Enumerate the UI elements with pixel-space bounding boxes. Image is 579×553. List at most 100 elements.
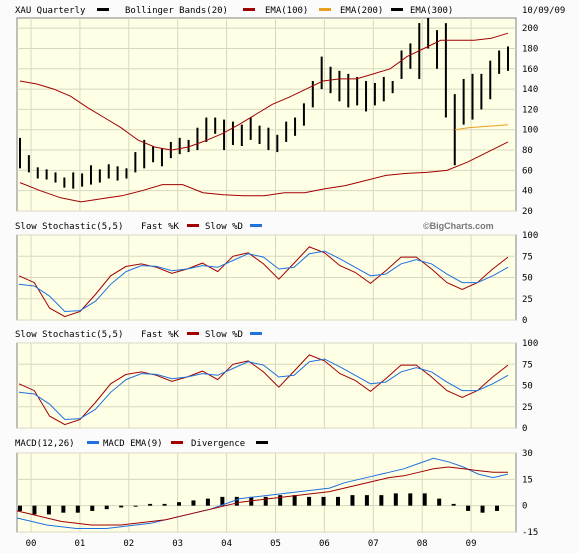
macd-y-tick-label: 15 (522, 475, 533, 485)
divergence-swatch (256, 441, 268, 444)
divergence-bar (451, 503, 456, 506)
bollinger-legend-swatch (243, 8, 255, 11)
x-tick-label: 08 (417, 539, 428, 549)
divergence-bar (350, 495, 355, 506)
x-tick-label: 00 (26, 539, 37, 549)
divergence-bar (234, 496, 239, 506)
macd-plot-area (16, 452, 517, 533)
divergence-bar (18, 505, 22, 511)
macd-swatch (87, 441, 99, 444)
price-y-tick-label: 140 (522, 85, 538, 95)
divergence-label: Divergence (191, 439, 245, 449)
stoch2-fast-label: Fast %K (141, 330, 180, 340)
stoch1-fast-swatch (187, 224, 199, 227)
divergence-bar (422, 493, 427, 506)
price-y-tick-label: 180 (522, 44, 538, 54)
price-y-tick-label: 200 (522, 24, 538, 34)
divergence-bar (292, 495, 297, 506)
divergence-bar (220, 496, 225, 506)
bollinger-upper-line (19, 32, 509, 151)
divergence-bar (148, 503, 153, 506)
ema100-legend-swatch (319, 8, 331, 11)
divergence-bar (480, 505, 485, 513)
divergence-bar (162, 503, 167, 506)
x-tick-label: 03 (172, 539, 183, 549)
divergence-bar (263, 496, 268, 506)
price-y-tick-label: 20 (522, 207, 533, 217)
price-panel: 20 40 60 80 100 120 140 160 180 200 (16, 17, 538, 217)
bollinger-lower-line (19, 141, 509, 203)
ema200-legend-swatch (391, 8, 403, 11)
macd-title: MACD(12,26) (15, 439, 75, 449)
stoch2-panel: 0 25 50 75 100 (16, 339, 538, 434)
stoch1-slow-label: Slow %D (205, 222, 243, 232)
stoch2-y-tick-label: 0 (522, 424, 527, 434)
stoch1-y-tick-label: 0 (522, 316, 527, 326)
stoch2-y-tick-label: 75 (522, 360, 533, 370)
divergence-bar (278, 495, 283, 506)
stoch2-y-tick-label: 50 (522, 382, 533, 392)
price-y-tick-label: 100 (522, 126, 538, 136)
divergence-bar (75, 505, 80, 513)
divergence-bar (466, 505, 471, 511)
macd-ema-swatch (171, 441, 183, 444)
price-legend: XAU Quarterly Bollinger Bands(20) EMA(10… (15, 6, 565, 16)
macd-legend: MACD(12,26) MACD EMA(9) Divergence (15, 439, 268, 449)
stoch1-y-tick-label: 25 (522, 295, 533, 305)
x-tick-label: 01 (74, 539, 85, 549)
stoch1-y-tick-label: 75 (522, 252, 533, 262)
macd-y-tick-label: -15 (522, 528, 538, 538)
price-y-tick-label: 40 (522, 187, 533, 197)
symbol-label: XAU Quarterly (15, 6, 86, 16)
divergence-bar (307, 496, 312, 506)
divergence-bar (205, 498, 210, 506)
macd-panel: -15 0 15 30 (16, 449, 538, 538)
divergence-bar (495, 505, 499, 511)
x-axis: 00 01 02 03 04 05 06 07 08 09 (26, 539, 477, 549)
stoch1-slow-swatch (250, 224, 262, 227)
stoch1-y-tick-label: 100 (522, 231, 538, 241)
stoch1-panel: 0 25 50 75 100 (16, 231, 538, 326)
macd-y-tick-label: 30 (522, 449, 533, 459)
price-y-tick-label: 120 (522, 105, 538, 115)
stoch1-title: Slow Stochastic(5,5) (15, 222, 123, 232)
divergence-bar (408, 493, 413, 506)
price-y-tick-label: 60 (522, 166, 533, 176)
divergence-bar (336, 496, 340, 506)
ema100-label: EMA(100) (265, 6, 308, 16)
stoch1-slow-d-line (18, 250, 509, 313)
macd-y-tick-label: 0 (522, 502, 527, 512)
stoch2-y-tick-label: 100 (522, 339, 538, 349)
macd-ema-line (16, 466, 508, 526)
macd-ema-label: MACD EMA(9) (103, 439, 163, 449)
stoch2-fast-k-line (18, 354, 509, 426)
x-tick-label: 07 (368, 539, 379, 549)
stoch2-y-tick-label: 25 (522, 403, 533, 413)
divergence-bar (90, 505, 95, 511)
divergence-bar (46, 505, 51, 515)
x-tick-label: 09 (466, 539, 477, 549)
stoch2-legend: Slow Stochastic(5,5) Fast %K Slow %D (15, 330, 262, 340)
divergence-bar (393, 493, 398, 506)
stoch1-fast-k-line (18, 246, 509, 318)
stoch2-slow-label: Slow %D (205, 330, 243, 340)
ema200-label: EMA(200) (340, 6, 383, 16)
divergence-bar (321, 496, 326, 506)
divergence-bar (379, 495, 384, 506)
divergence-bar (437, 498, 442, 506)
ema300-label: EMA(300) (410, 6, 453, 16)
macd-line (16, 457, 509, 529)
divergence-bar (32, 505, 37, 515)
x-tick-label: 02 (123, 539, 134, 549)
bollinger-label: Bollinger Bands(20) (125, 6, 228, 16)
price-legend-swatch (97, 8, 109, 11)
divergence-bar (191, 500, 196, 506)
stoch1-y-tick-label: 50 (522, 274, 533, 284)
ema200-line (454, 124, 509, 131)
x-tick-label: 06 (319, 539, 330, 549)
stoch2-slow-swatch (250, 332, 262, 335)
x-tick-label: 05 (270, 539, 281, 549)
divergence-bar (177, 502, 181, 506)
